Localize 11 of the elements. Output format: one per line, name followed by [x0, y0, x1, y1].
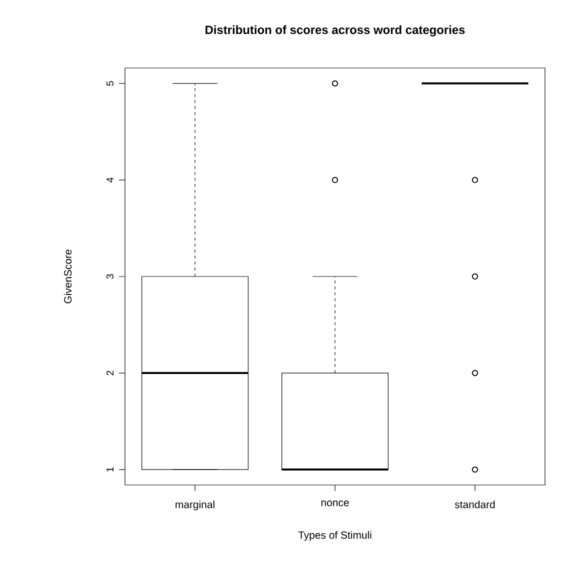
y-tick-label: 2 [106, 370, 114, 376]
y-tick-label: 1 [106, 467, 114, 472]
x-tick-label: marginal [176, 500, 214, 510]
x-axis-title: Types of Stimuli [298, 531, 372, 541]
y-tick-label: 3 [106, 274, 114, 279]
y-tick-label: 4 [106, 177, 114, 182]
x-tick-label: standard [454, 500, 495, 508]
x-tick-label: nonce [321, 500, 349, 506]
y-axis-title: GivenScore [64, 250, 72, 304]
y-tick-label: 5 [106, 81, 114, 86]
chart-title: Distribution of scores across word categories [206, 25, 465, 36]
